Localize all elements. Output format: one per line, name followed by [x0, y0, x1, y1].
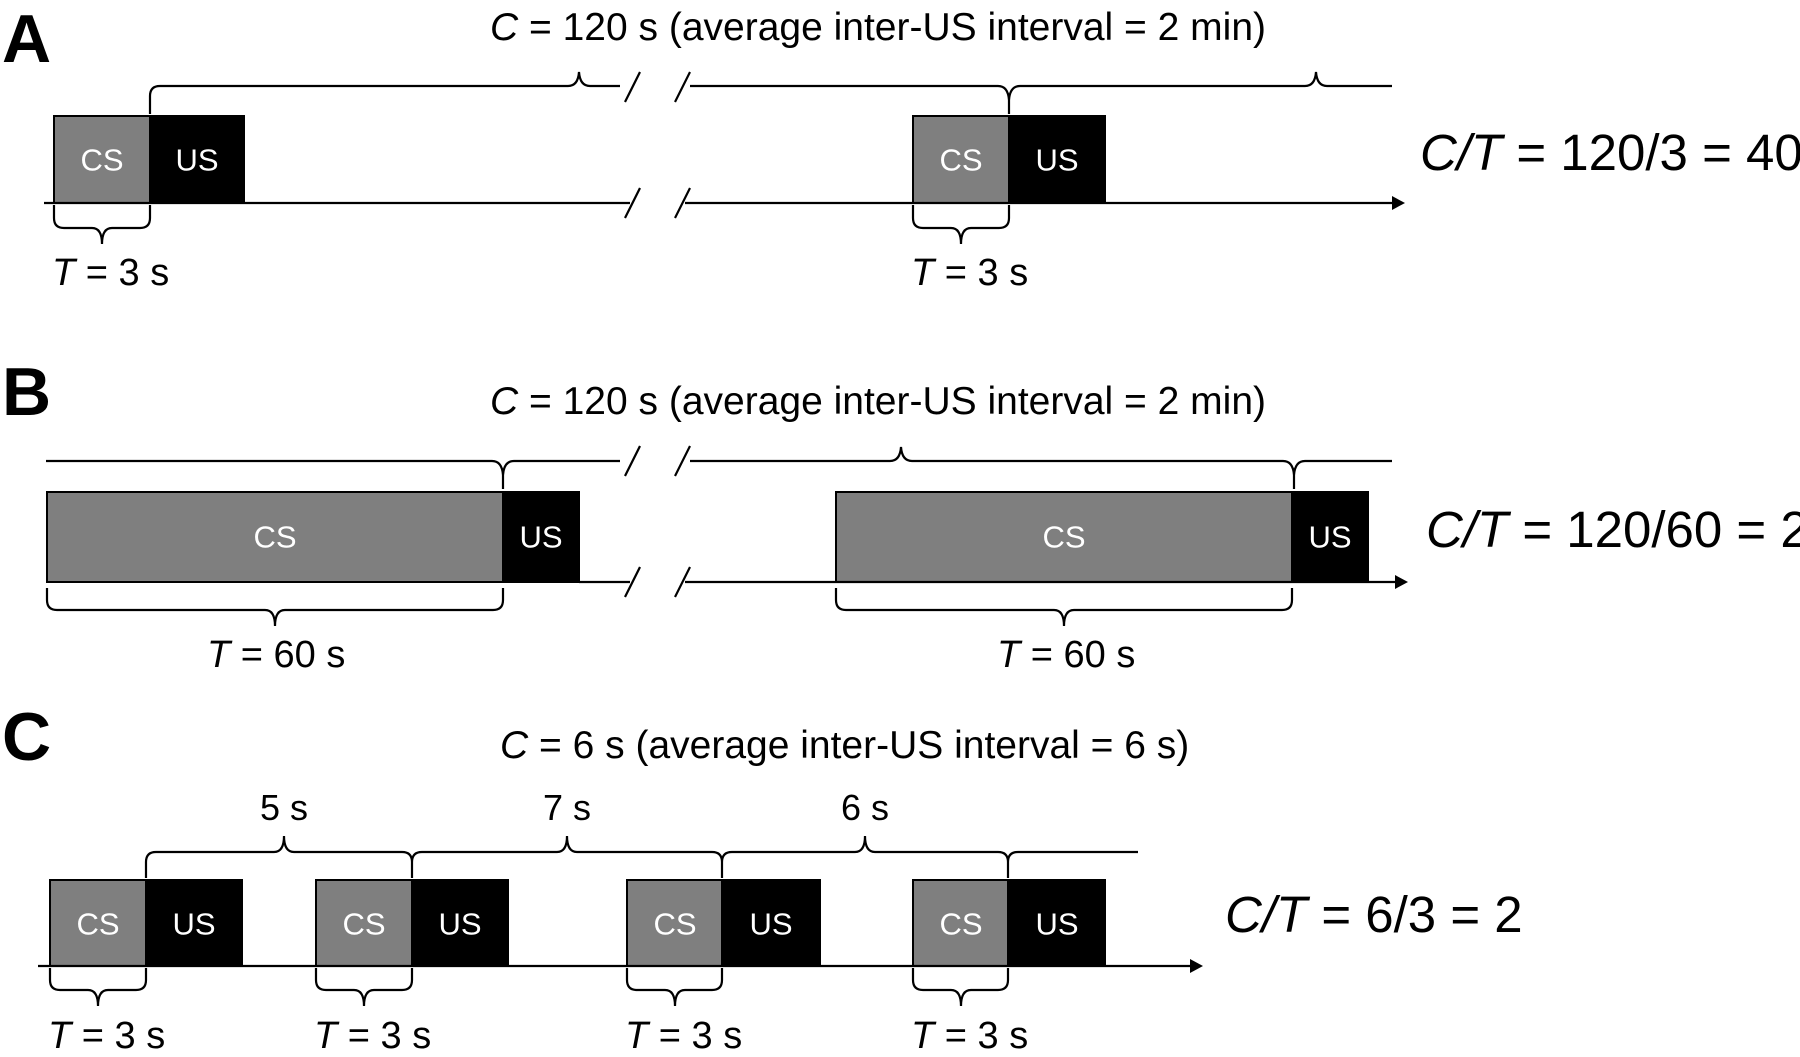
panel-a-t-label: T = 3 s: [911, 252, 1028, 294]
panel-b-break-mark: [624, 566, 641, 598]
panel-a-cs-label: CS: [80, 143, 123, 178]
panel-c-t-label: T = 3 s: [48, 1015, 165, 1052]
panel-b-ratio: C/T = 120/60 = 2: [1426, 501, 1800, 558]
panel-c-gap-label: 5 s: [260, 787, 308, 828]
panel-a: A C = 120 s (average inter-US interval =…: [2, 1, 1800, 294]
panel-b-us-label: US: [519, 520, 562, 555]
panel-c-t-brace: [911, 968, 1010, 1007]
panel-c-cs-label: CS: [76, 907, 119, 942]
panel-c-ratio: C/T = 6/3 = 2: [1225, 886, 1523, 943]
panel-b-cs-label: CS: [253, 520, 296, 555]
panel-c-cs-label: CS: [653, 907, 696, 942]
panel-b-letter: B: [2, 354, 51, 430]
panel-c-timeline-arrowhead: [1190, 959, 1203, 973]
panel-a-t-brace: [911, 205, 1011, 245]
panel-c-us-label: US: [1035, 907, 1078, 942]
panel-a-cs-box: [53, 115, 151, 204]
panel-b-t-label: T = 60 s: [207, 634, 345, 676]
panel-b-t-brace: [834, 588, 1294, 627]
panel-a-t-label: T = 3 s: [52, 252, 169, 294]
panel-c-t-brace: [625, 968, 724, 1007]
panel-b-caption: C = 120 s (average inter-US interval = 2…: [490, 380, 1266, 423]
panel-b-us-box: [1291, 491, 1369, 583]
panel-c-t-brace: [314, 968, 414, 1007]
panel-b-interval-brace-left: [46, 459, 620, 489]
panel-a-us-box: [1008, 115, 1106, 204]
panel-b-break-mark: [674, 445, 691, 477]
panel-c-letter: C: [2, 699, 51, 775]
panel-a-t-brace: [52, 205, 152, 245]
panel-c-us-label: US: [438, 907, 481, 942]
panel-a-interval-brace-left: [148, 71, 620, 114]
panel-b-t-brace: [45, 588, 505, 627]
panel-a-break-mark: [624, 187, 641, 219]
panel-c-t-label: T = 3 s: [314, 1015, 431, 1052]
panel-c-gap-label: 6 s: [841, 787, 889, 828]
panel-c-us-box: [721, 879, 821, 967]
panel-c-cs-label: CS: [342, 907, 385, 942]
panel-a-us-label: US: [175, 143, 218, 178]
panel-b-cs-box: [46, 491, 504, 583]
panel-c-us-label: US: [749, 907, 792, 942]
panel-a-letter: A: [2, 1, 51, 77]
panel-a-cs-label: CS: [939, 143, 982, 178]
panel-b-t-label: T = 60 s: [997, 634, 1135, 676]
panel-c-us-box: [1007, 879, 1106, 967]
panel-a-break-mark: [674, 187, 691, 219]
panel-c-interval-brace: [144, 835, 1138, 878]
panel-b-timeline-arrowhead: [1395, 575, 1408, 589]
panel-b-break-mark: [674, 566, 691, 598]
panel-c-caption: C = 6 s (average inter-US interval = 6 s…: [500, 724, 1189, 767]
panel-a-break-mark: [624, 71, 641, 103]
panel-b-cs-label: CS: [1042, 520, 1085, 555]
panel-c: C C = 6 s (average inter-US interval = 6…: [2, 699, 1523, 1057]
panel-a-interval-brace-right: [690, 71, 1392, 114]
panel-b-break-mark: [624, 445, 641, 477]
panel-c-t-label: T = 3 s: [625, 1015, 742, 1052]
panel-a-us-box: [149, 115, 245, 204]
panel-c-t-brace: [48, 968, 148, 1007]
panel-c-cs-label: CS: [939, 907, 982, 942]
panel-b-interval-brace-right: [690, 446, 1392, 489]
panel-b: B C = 120 s (average inter-US interval =…: [2, 354, 1800, 676]
panel-c-us-label: US: [172, 907, 215, 942]
panel-a-break-mark: [674, 71, 691, 103]
panel-a-ratio: C/T = 120/3 = 40: [1420, 124, 1800, 181]
panel-a-caption: C = 120 s (average inter-US interval = 2…: [490, 6, 1266, 49]
panel-b-us-box: [502, 491, 580, 583]
panel-c-gap-label: 7 s: [543, 787, 591, 828]
panel-c-t-label: T = 3 s: [911, 1015, 1028, 1052]
panel-a-timeline-arrowhead: [1392, 196, 1405, 210]
panel-c-us-box: [145, 879, 243, 967]
panel-c-cs-box: [912, 879, 1009, 967]
panel-b-us-label: US: [1308, 520, 1351, 555]
panel-c-cs-box: [315, 879, 413, 967]
panel-a-us-label: US: [1035, 143, 1078, 178]
